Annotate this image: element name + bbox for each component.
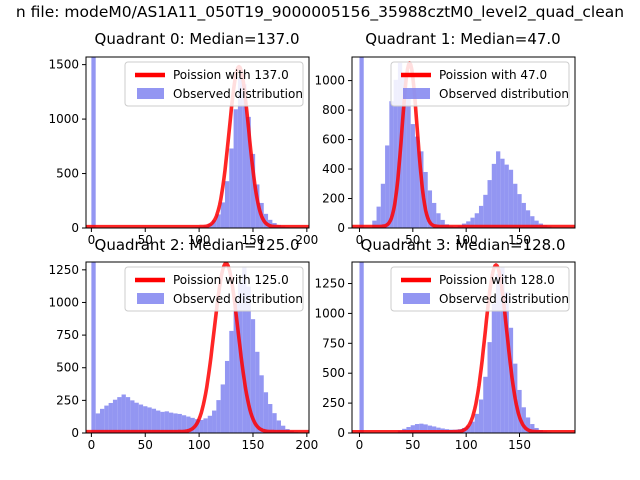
legend-hist-swatch (137, 293, 164, 304)
figure-title: n file: modeM0/AS1A11_050T19_9000005156_… (0, 3, 640, 25)
legend-box (390, 266, 570, 312)
y-tick-label: 0 (71, 221, 79, 235)
x-tick-label: 100 (188, 233, 211, 247)
y-tick-label: 1000 (314, 74, 345, 88)
y-tick-label: 400 (322, 162, 345, 176)
legend-hist-label: Observed distribution (173, 292, 303, 306)
x-tick-label: 150 (508, 438, 531, 452)
quadrant-2-legend: Poission with 125.0 Observed distribution (124, 266, 304, 312)
legend-box (390, 61, 570, 107)
x-tick-label: 100 (188, 438, 211, 452)
quadrant-0-title: Quadrant 0: Median=137.0 (94, 30, 300, 48)
quadrant-3-y-axis: 0 250 500 750 1000 1250 (314, 277, 352, 440)
legend-curve-label: Poission with 137.0 (173, 68, 289, 82)
x-tick-label: 200 (295, 233, 318, 247)
y-tick-label: 500 (56, 361, 79, 375)
y-tick-label: 1250 (48, 263, 79, 277)
quadrant-2-fit-curve (86, 262, 309, 433)
quadrant-2-axes-frame (85, 261, 310, 434)
quadrant-3-histogram (359, 262, 552, 433)
legend-hist-label: Observed distribution (439, 87, 569, 101)
legend-hist-label: Observed distribution (439, 292, 569, 306)
y-tick-label: 1000 (48, 112, 79, 126)
x-tick-label: 50 (405, 438, 420, 452)
y-tick-label: 0 (71, 426, 79, 440)
quadrant-1-y-axis: 0 200 400 600 800 1000 (314, 74, 352, 235)
legend-curve-label: Poission with 47.0 (439, 68, 547, 82)
quadrant-1-title: Quadrant 1: Median=47.0 (365, 30, 561, 48)
y-tick-label: 0 (337, 426, 345, 440)
legend-hist-label: Observed distribution (173, 87, 303, 101)
y-tick-label: 750 (322, 336, 345, 350)
quadrant-2-y-axis: 0 250 500 750 1000 1250 (48, 263, 86, 440)
figure-title-text: n file: modeM0/AS1A11_050T19_9000005156_… (15, 3, 625, 21)
quadrant-3-title: Quadrant 3: Median=128.0 (360, 236, 566, 254)
quadrant-1-axes-frame (351, 56, 576, 229)
y-tick-label: 600 (322, 133, 345, 147)
legend-hist-swatch (137, 88, 164, 99)
x-tick-label: 150 (242, 233, 265, 247)
y-tick-label: 1000 (314, 306, 345, 320)
x-tick-label: 150 (508, 233, 531, 247)
quadrant-0-axes-frame (85, 56, 310, 229)
y-tick-label: 0 (337, 221, 345, 235)
quadrant-2-x-axis: 0 50 100 150 200 (88, 433, 318, 452)
y-tick-label: 500 (56, 167, 79, 181)
legend-hist-swatch (403, 293, 430, 304)
y-tick-label: 750 (56, 328, 79, 342)
y-tick-label: 1000 (48, 295, 79, 309)
legend-hist-swatch (403, 88, 430, 99)
quadrant-0-fit-curve (86, 64, 309, 228)
quadrant-0-x-axis: 0 50 100 150 200 (88, 228, 318, 247)
quadrant-3-fit-curve (352, 263, 575, 433)
quadrant-0-legend: Poission with 137.0 Observed distribution (124, 61, 304, 107)
x-tick-label: 50 (138, 438, 153, 452)
quadrant-1-plot: 0 50 100 150 0 200 400 600 800 1000 Poission with … (314, 56, 576, 247)
quadrant-3-x-axis: 0 50 100 150 (356, 433, 531, 452)
quadrant-3-legend: Poission with 128.0 Observed distribution (390, 266, 570, 312)
y-tick-label: 800 (322, 103, 345, 117)
quadrant-0-plot: 0 50 100 150 200 0 500 1000 1500 Poission with 13… (48, 56, 318, 247)
legend-curve-label: Poission with 128.0 (439, 273, 555, 287)
quadrant-0-y-axis: 0 500 1000 1500 (48, 58, 86, 235)
x-tick-label: 100 (455, 233, 478, 247)
quadrant-2-title: Quadrant 2: Median=125.0 (94, 236, 300, 254)
quadrant-3-axes-frame (351, 261, 576, 434)
x-tick-label: 50 (405, 233, 420, 247)
x-tick-label: 0 (88, 438, 96, 452)
x-tick-label: 50 (138, 233, 153, 247)
quadrant-1-fit-curve (352, 61, 575, 228)
y-tick-label: 500 (322, 366, 345, 380)
x-tick-label: 0 (356, 233, 364, 247)
quadrant-3-plot: 0 50 100 150 0 250 500 750 1000 1250 Poission with… (314, 261, 576, 452)
legend-box (124, 61, 304, 107)
quadrant-1-x-axis: 0 50 100 150 (356, 228, 531, 247)
y-tick-label: 1500 (48, 58, 79, 72)
x-tick-label: 150 (242, 438, 265, 452)
quadrant-1-legend: Poission with 47.0 Observed distribution (390, 61, 570, 107)
y-tick-label: 200 (322, 192, 345, 206)
x-tick-label: 0 (356, 438, 364, 452)
quadrant-2-plot: 0 50 100 150 200 0 250 500 750 1000 1250 Poission w… (48, 261, 318, 452)
x-tick-label: 200 (295, 438, 318, 452)
x-tick-label: 100 (455, 438, 478, 452)
y-tick-label: 1250 (314, 277, 345, 291)
legend-curve-label: Poission with 125.0 (173, 273, 289, 287)
legend-box (124, 266, 304, 312)
x-tick-label: 0 (88, 233, 96, 247)
y-tick-label: 250 (56, 393, 79, 407)
y-tick-label: 250 (322, 396, 345, 410)
